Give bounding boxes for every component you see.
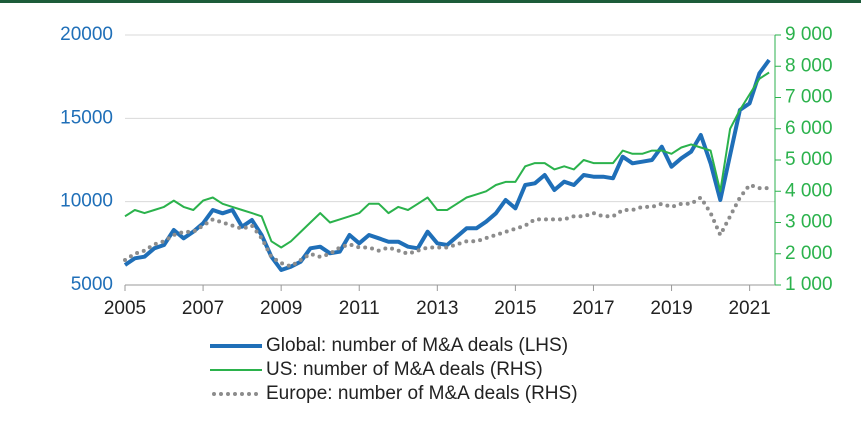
x-tick-label: 2011	[339, 298, 380, 319]
x-tick-label: 2007	[182, 298, 224, 319]
x-tick-label: 2019	[650, 298, 692, 319]
series-line	[123, 183, 772, 269]
legend-label: US: number of M&A deals (RHS)	[266, 359, 543, 380]
y2-tick-label: 3 000	[785, 212, 833, 233]
y2-tick-label: 8 000	[785, 55, 833, 76]
x-tick-label: 2005	[104, 298, 146, 319]
x-tick-label: 2015	[494, 298, 536, 319]
legend-label: Global: number of M&A deals (LHS)	[266, 335, 568, 356]
series-line	[124, 71, 770, 249]
y-tick-label: 20000	[60, 24, 113, 45]
series-line	[123, 58, 771, 272]
legend-label: Europe: number of M&A deals (RHS)	[266, 383, 578, 404]
y2-tick-label: 4 000	[785, 180, 833, 201]
y2-tick-label: 9 000	[785, 24, 833, 45]
y2-tick-label: 6 000	[785, 118, 833, 139]
y-tick-label: 15000	[60, 107, 113, 128]
y2-tick-label: 7 000	[785, 87, 833, 108]
y2-tick-label: 5 000	[785, 149, 833, 170]
y-tick-label: 10000	[60, 191, 113, 212]
top-rule	[0, 0, 861, 3]
x-tick-label: 2013	[416, 298, 458, 319]
x-tick-label: 2021	[728, 298, 770, 319]
x-tick-label: 2017	[572, 298, 614, 319]
y2-tick-label: 1 000	[785, 274, 833, 295]
y2-tick-label: 2 000	[785, 243, 833, 264]
x-tick-label: 2009	[260, 298, 302, 319]
y-tick-label: 5000	[71, 274, 113, 295]
